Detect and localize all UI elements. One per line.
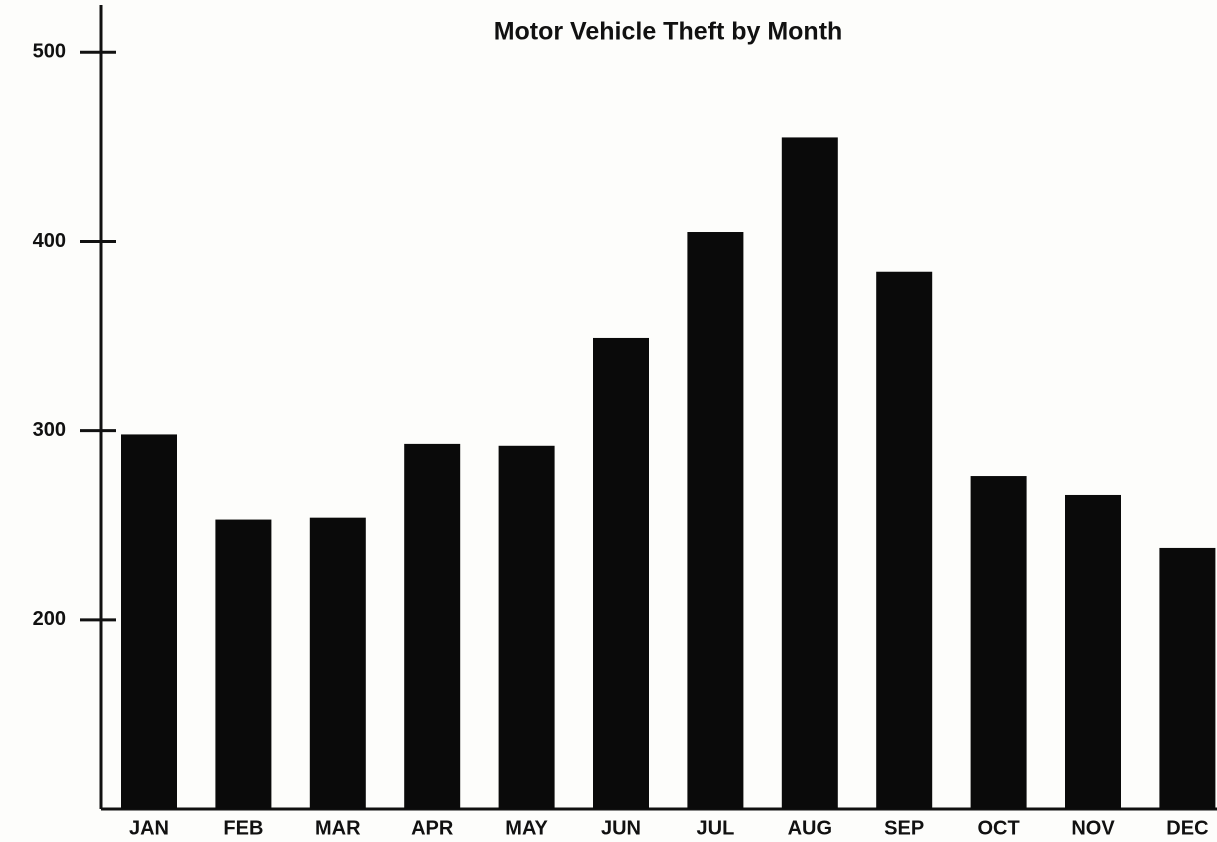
bar xyxy=(215,519,272,809)
x-tick-label: JUN xyxy=(601,817,641,839)
chart-title: Motor Vehicle Theft by Month xyxy=(494,18,843,46)
bar xyxy=(970,476,1027,809)
x-tick-label: APR xyxy=(411,817,454,839)
bar xyxy=(1065,494,1121,809)
bar xyxy=(687,232,744,809)
x-tick-label: DEC xyxy=(1166,817,1208,839)
y-tick-label: 200 xyxy=(33,608,66,630)
x-tick-label: MAY xyxy=(505,817,548,839)
bar xyxy=(121,434,177,809)
x-tick-label: AUG xyxy=(788,817,832,839)
x-tick-label: OCT xyxy=(977,817,1019,839)
bar xyxy=(309,517,366,809)
x-tick-label: SEP xyxy=(884,817,924,839)
x-tick-label: FEB xyxy=(223,817,263,839)
x-tick-label: JAN xyxy=(129,817,169,839)
x-tick-label: JUL xyxy=(697,817,735,839)
bar xyxy=(781,137,838,809)
bar xyxy=(593,337,649,809)
x-tick-label: MAR xyxy=(315,817,361,839)
y-tick-label: 300 xyxy=(33,419,66,441)
bar xyxy=(1159,547,1216,809)
y-tick-label: 400 xyxy=(33,230,66,252)
y-tick-label: 500 xyxy=(33,41,66,63)
bar xyxy=(404,443,461,809)
x-tick-label: NOV xyxy=(1071,817,1115,839)
bar xyxy=(498,445,555,809)
bar xyxy=(876,271,933,809)
